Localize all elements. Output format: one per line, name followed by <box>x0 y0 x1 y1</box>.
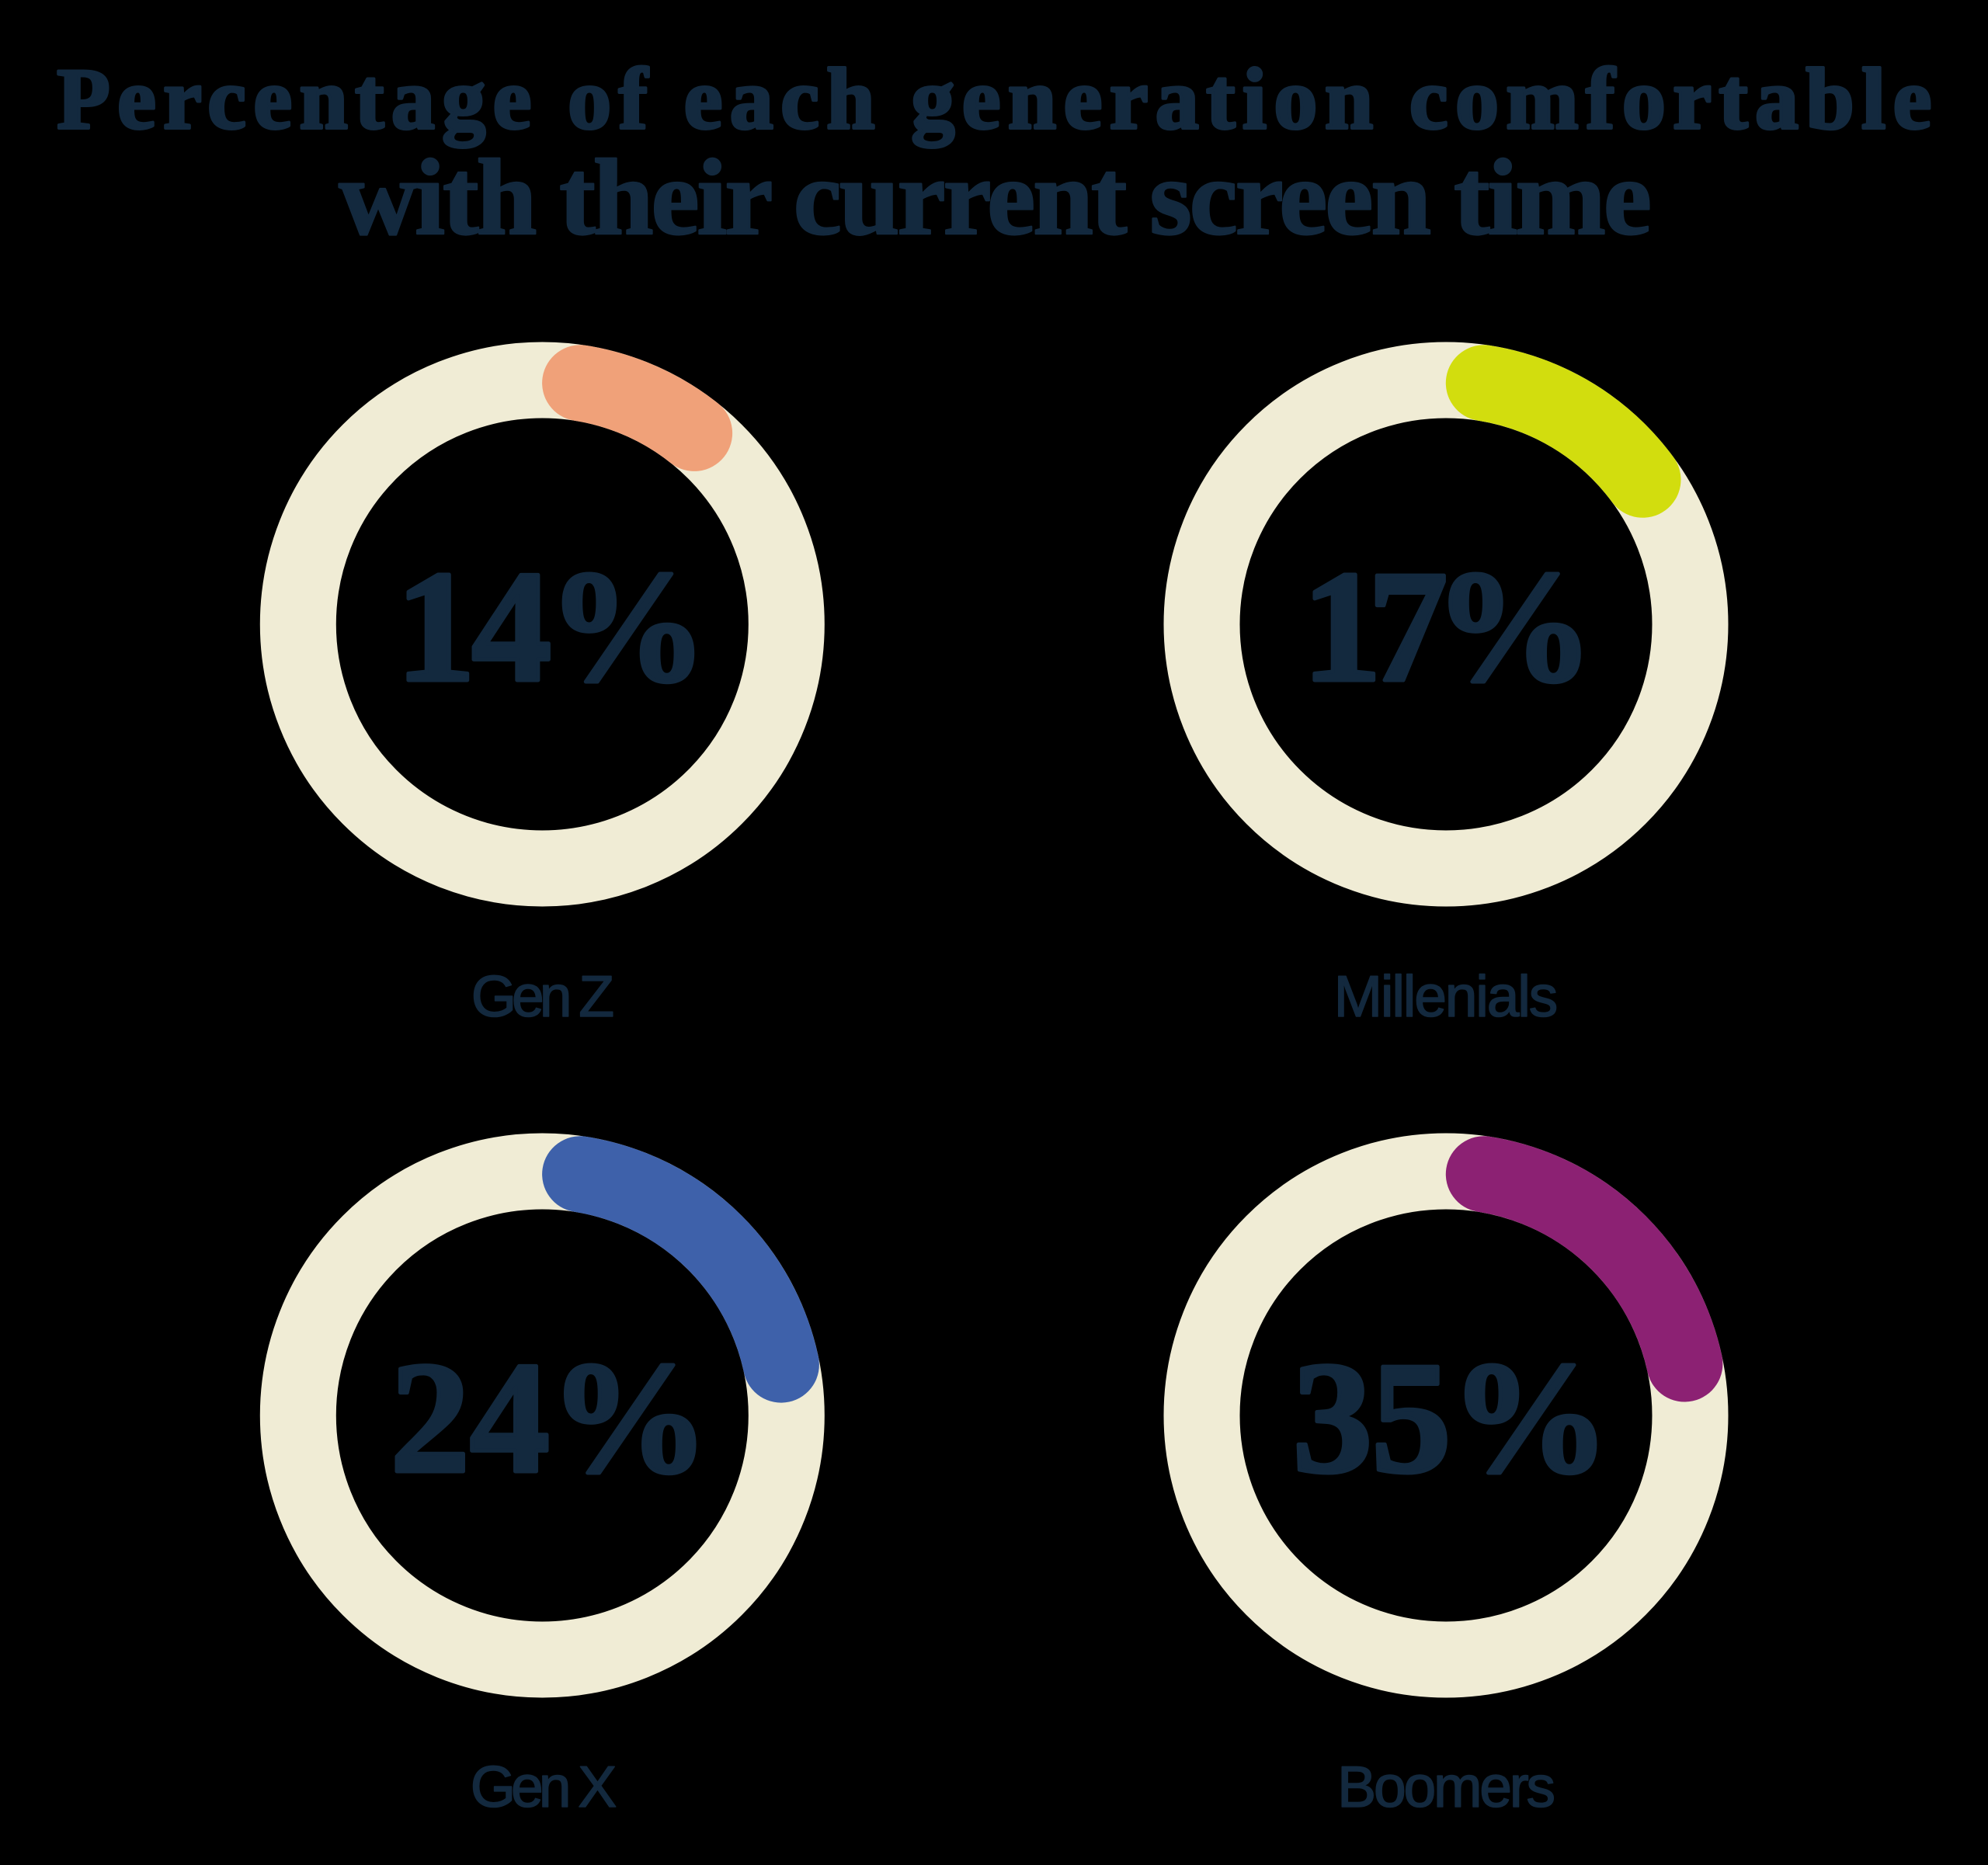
svg-text:Percentage of each generation: Percentage of each generation comfortabl… <box>57 51 1939 148</box>
svg-text:35%: 35% <box>1292 1328 1608 1506</box>
svg-text:24%: 24% <box>390 1328 709 1506</box>
svg-text:Boomers: Boomers <box>1337 1754 1553 1819</box>
svg-text:Gen Z: Gen Z <box>471 964 613 1029</box>
svg-text:17%: 17% <box>1302 537 1580 715</box>
svg-text:with their current screen time: with their current screen time <box>339 137 1649 258</box>
svg-text:14%: 14% <box>395 537 703 715</box>
svg-text:Millenials: Millenials <box>1334 964 1556 1029</box>
svg-text:Gen X: Gen X <box>471 1754 617 1819</box>
